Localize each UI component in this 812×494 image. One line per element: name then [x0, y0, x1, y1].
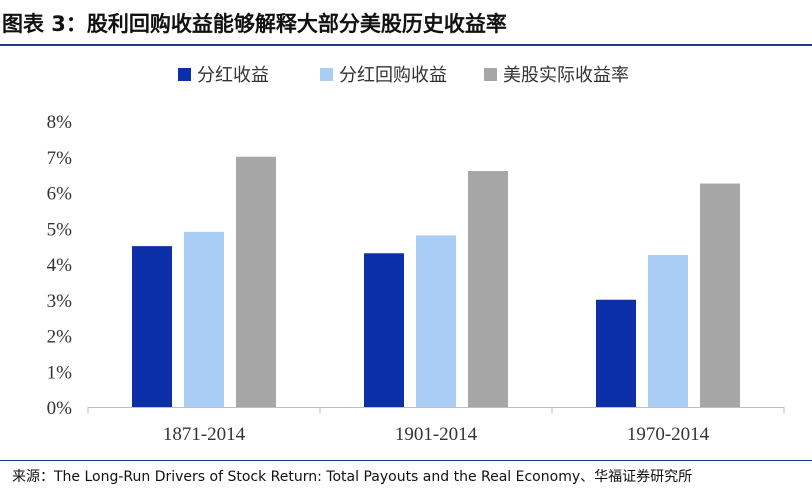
x-category-label: 1970-2014	[627, 424, 710, 445]
y-tick-label: 4%	[47, 255, 73, 276]
legend-label-1: 分红收益	[197, 65, 269, 86]
bar-2-1	[184, 231, 224, 407]
bar-1-2	[364, 253, 404, 407]
bar-3-2	[468, 171, 508, 407]
y-tick-label: 8%	[47, 112, 73, 133]
x-category-label: 1871-2014	[163, 424, 246, 445]
footer-rule	[0, 460, 812, 461]
source-note: 来源：The Long-Run Drivers of Stock Return:…	[12, 469, 693, 485]
bar-2-2	[416, 235, 456, 407]
bar-2-3	[648, 255, 688, 407]
legend-label-2: 分红回购收益	[339, 65, 447, 86]
y-tick-label: 1%	[47, 362, 73, 383]
legend-label-3: 美股实际收益率	[503, 65, 629, 86]
x-category-label: 1901-2014	[395, 424, 478, 445]
bar-3-1	[236, 156, 276, 407]
y-tick-label: 5%	[47, 219, 73, 240]
bar-3-3	[700, 183, 740, 407]
y-tick-label: 2%	[47, 327, 73, 348]
bar-1-1	[132, 246, 172, 407]
y-tick-label: 6%	[47, 184, 73, 205]
y-tick-label: 3%	[47, 291, 73, 312]
title-rule	[0, 44, 812, 46]
chart-title: 图表 3：股利回购收益能够解释大部分美股历史收益率	[2, 12, 507, 36]
y-tick-label: 7%	[47, 148, 73, 169]
y-tick-label: 0%	[47, 398, 73, 419]
bar-1-3	[596, 299, 636, 407]
bar-chart: 0% 1% 2% 3% 4% 5% 6% 7% 8% 1871-2014 1901-2014 1970…	[47, 65, 785, 445]
legend-swatch-2	[320, 68, 333, 81]
legend-swatch-1	[178, 68, 191, 81]
legend-swatch-3	[484, 68, 497, 81]
